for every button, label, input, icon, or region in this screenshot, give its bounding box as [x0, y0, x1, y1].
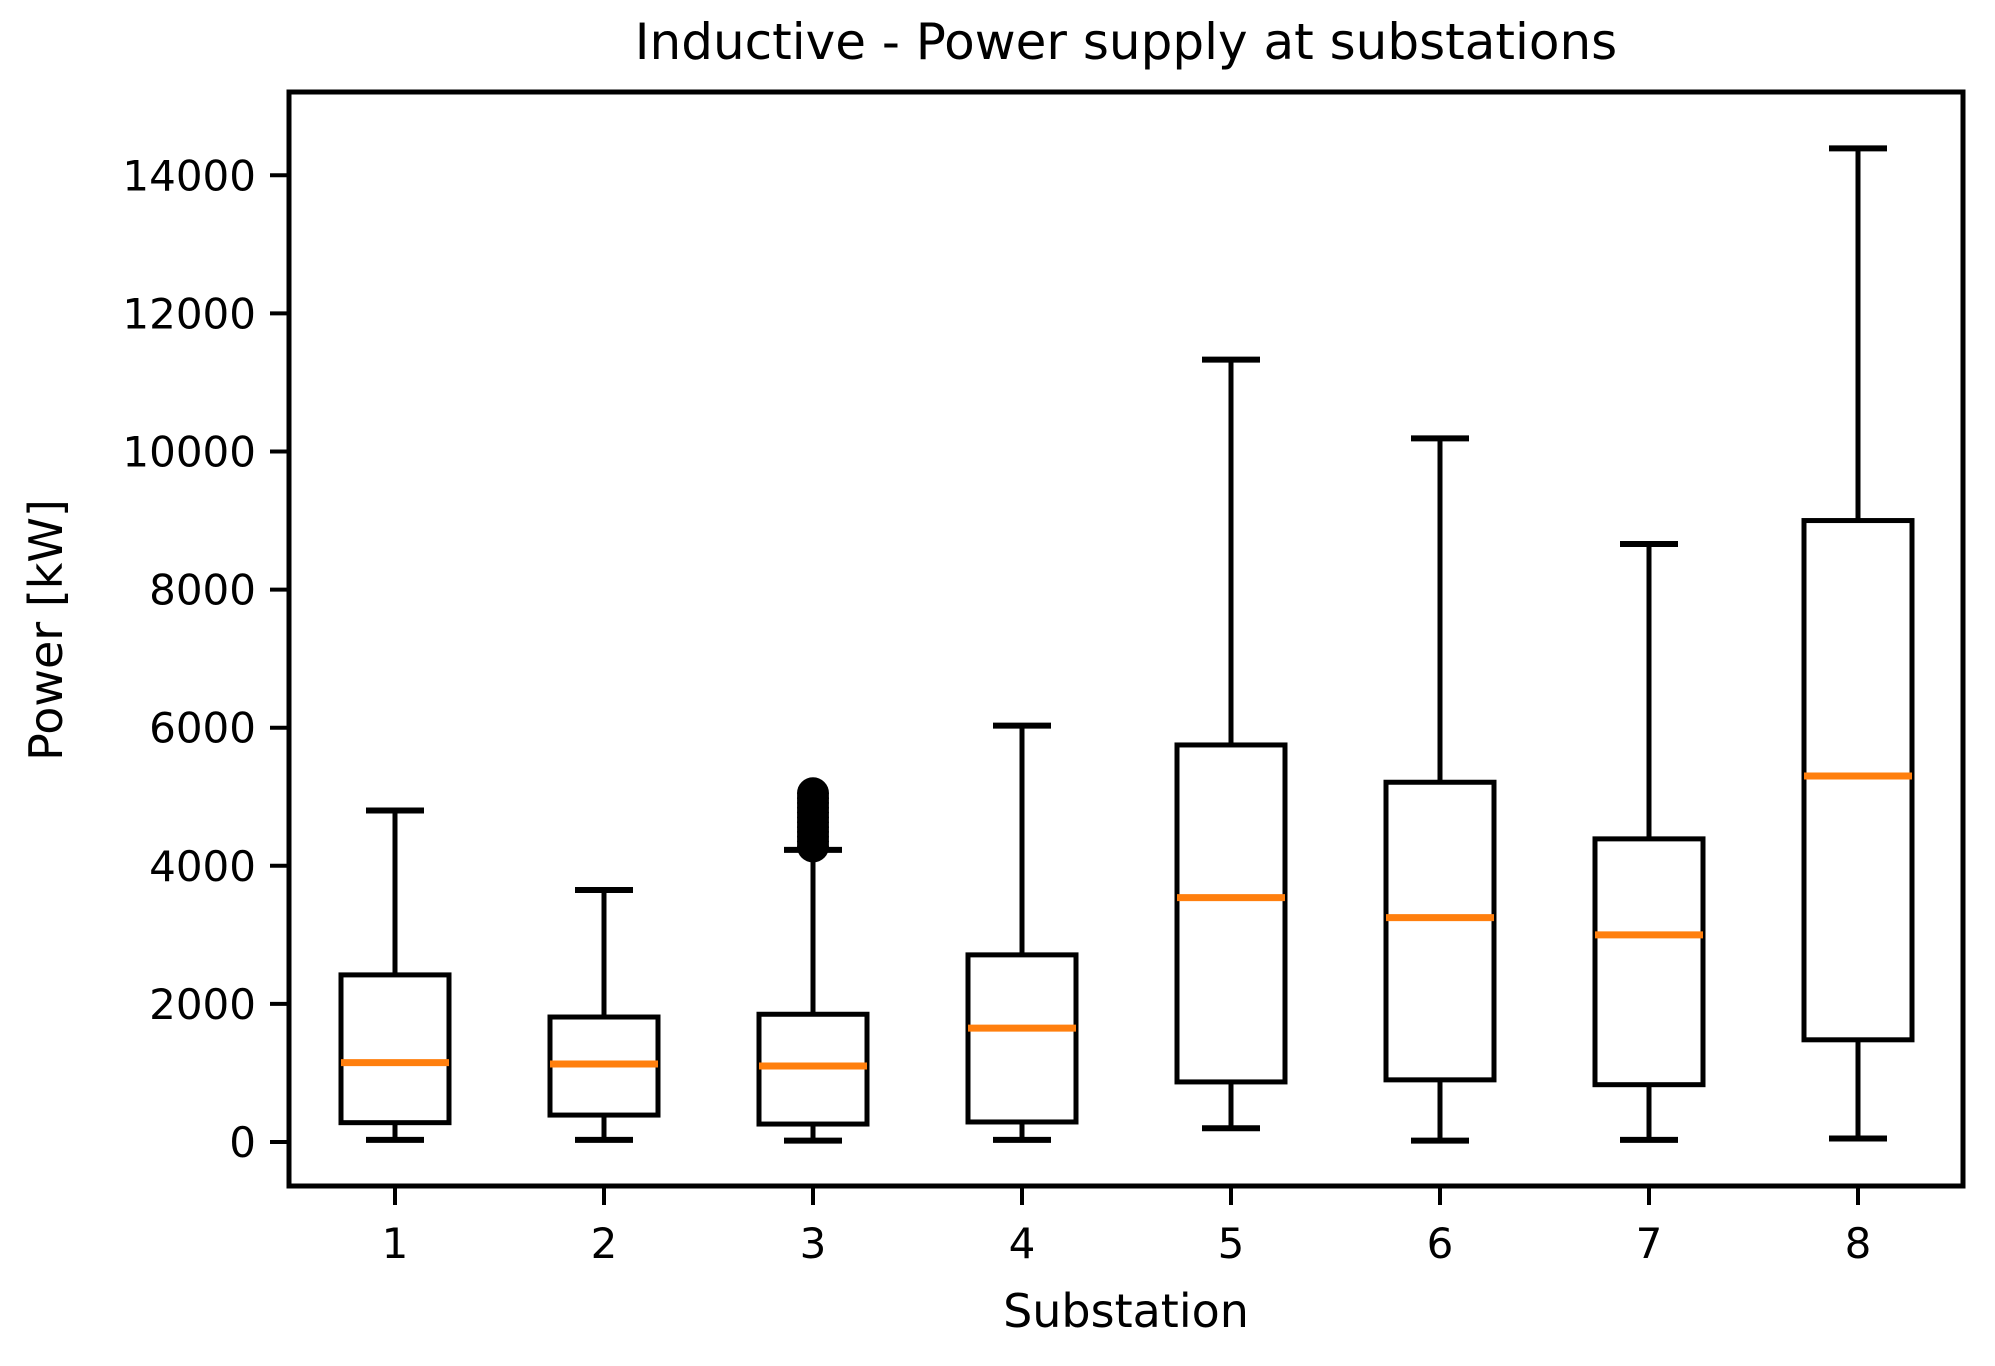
iqr-box [1801, 518, 1915, 1043]
x-tick-label: 3 [800, 1219, 827, 1268]
y-tick-label: 10000 [122, 428, 256, 477]
y-tick-label: 8000 [149, 566, 256, 615]
x-tick-label: 5 [1218, 1219, 1245, 1268]
iqr-box [338, 972, 452, 1126]
x-tick-label: 7 [1636, 1219, 1663, 1268]
axes-frame [286, 89, 1966, 1189]
iqr-box [1592, 836, 1706, 1088]
boxplot-substation-3 [756, 777, 870, 1144]
y-tick-label: 14000 [122, 151, 256, 200]
y-tick-label: 0 [229, 1118, 256, 1167]
iqr-box [1174, 742, 1288, 1085]
y-tick-label: 4000 [149, 842, 256, 891]
boxplot-substation-4 [965, 722, 1079, 1143]
x-tick-label: 2 [591, 1219, 618, 1268]
x-tick-label: 4 [1009, 1219, 1036, 1268]
iqr-box [965, 952, 1079, 1125]
x-tick-label: 6 [1427, 1219, 1454, 1268]
outlier-point [797, 777, 829, 810]
chart-title: Inductive - Power supply at substations [634, 13, 1618, 71]
x-tick-label: 1 [382, 1219, 409, 1268]
x-axis-label: Substation [1003, 1284, 1249, 1338]
boxplot-substation-1 [338, 807, 452, 1143]
y-tick-label: 6000 [149, 704, 256, 753]
boxplot-substation-6 [1383, 435, 1497, 1144]
boxplot-substation-7 [1592, 541, 1706, 1143]
iqr-box [1383, 779, 1497, 1083]
y-tick-label: 2000 [149, 980, 256, 1029]
x-tick-label: 8 [1845, 1219, 1872, 1268]
y-tick-label: 12000 [122, 289, 256, 338]
boxplot-substation-8 [1801, 145, 1915, 1142]
boxplot-substation-2 [547, 886, 661, 1143]
boxplot-substation-5 [1174, 356, 1288, 1132]
